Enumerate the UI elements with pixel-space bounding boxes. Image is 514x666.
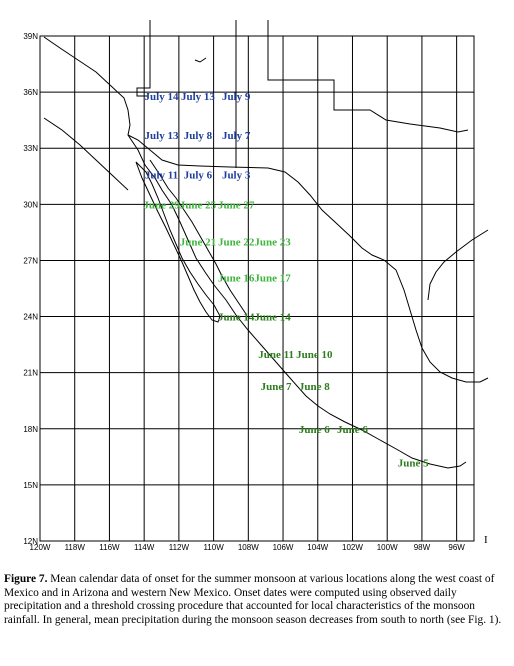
onset-label-june-south: June 6 [337,424,368,436]
longitude-label: 102W [342,543,363,552]
map-frame [39,35,475,542]
latitude-label: 39N [23,32,38,41]
gulf-coast [395,269,489,383]
lat-lon-grid [39,35,475,542]
onset-label-june-south: June 11 [258,349,294,361]
onset-label-july: July 9 [222,91,251,103]
latitude-label: 18N [23,425,38,434]
onset-label-july: July 8 [184,130,213,142]
onset-label-june-south: June 10 [296,349,333,361]
onset-label-june-north: June 23 [254,237,291,249]
onset-label-june-north: June 16 [218,272,255,284]
onset-label-july: July 14 [145,91,179,103]
latitude-label: 30N [23,200,38,209]
us-mexico-border [127,134,397,271]
latitude-label: 33N [23,144,38,153]
ca-nv-border [43,117,129,191]
baja-california [135,161,221,323]
onset-label-july: July 3 [222,169,251,181]
latitude-label: 24N [23,313,38,322]
onset-label-july: July 6 [184,169,213,181]
figure-label: Figure 7. [4,573,48,585]
longitude-label: 96W [448,543,465,552]
latitude-label: 36N [23,88,38,97]
onset-label-july: July 7 [222,130,251,142]
onset-label-june-north: June 25 [180,199,217,211]
onset-label-july: July 11 [145,169,178,181]
onset-label-june-south: June 8 [299,381,330,393]
onset-label-june-south: June 6 [299,424,330,436]
onset-label-july: July 13 [181,91,215,103]
pacific-coastline [43,36,467,469]
stray-mark: I [484,534,488,546]
longitude-label: 118W [65,543,86,552]
onset-label-june-south: June 14 [218,312,255,324]
longitude-label: 106W [273,543,294,552]
onset-label-june-north: June 22 [218,237,255,249]
onset-label-june-north: June 29 [143,199,180,211]
latitude-labels: 39N 36N 33N 30N 27N 24N 21N 18N 15N 12N [23,32,38,546]
nm-tx-border [267,20,469,133]
onset-label-july: July 13 [145,130,179,142]
colorado-river [194,57,207,63]
longitude-label: 98W [414,543,431,552]
figure-caption: Figure 7. Mean calendar data of onset fo… [4,573,512,627]
longitude-label: 108W [238,543,259,552]
texas-gulf-coast [427,229,489,301]
latitude-label: 15N [23,481,38,490]
onset-label-june-south: June 14 [254,312,291,324]
gulf-of-california-coast [149,159,247,315]
state-line-ca-az [136,20,151,97]
coastlines-and-borders [43,20,489,469]
longitude-label: 114W [134,543,155,552]
onset-label-june-south: June 7 [261,381,292,393]
longitude-label: 104W [307,543,328,552]
caption-text: Mean calendar data of onset for the summ… [4,573,502,626]
longitude-label: 100W [377,543,398,552]
longitude-label: 120W [30,543,51,552]
onset-label-june-north: June 17 [254,272,291,284]
longitude-label: 110W [203,543,224,552]
onset-label-june-north: June 21 [180,237,216,249]
longitude-labels: 120W 118W 116W 114W 112W 110W 108W 106W 104W 102W… [30,543,466,552]
latitude-label: 21N [23,369,38,378]
onset-label-june-south: June 5 [398,457,429,469]
latitude-label: 27N [23,256,38,265]
onset-label-june-north: June 27 [218,199,255,211]
longitude-label: 112W [169,543,190,552]
latitude-label: 12N [23,537,38,546]
longitude-label: 116W [99,543,120,552]
